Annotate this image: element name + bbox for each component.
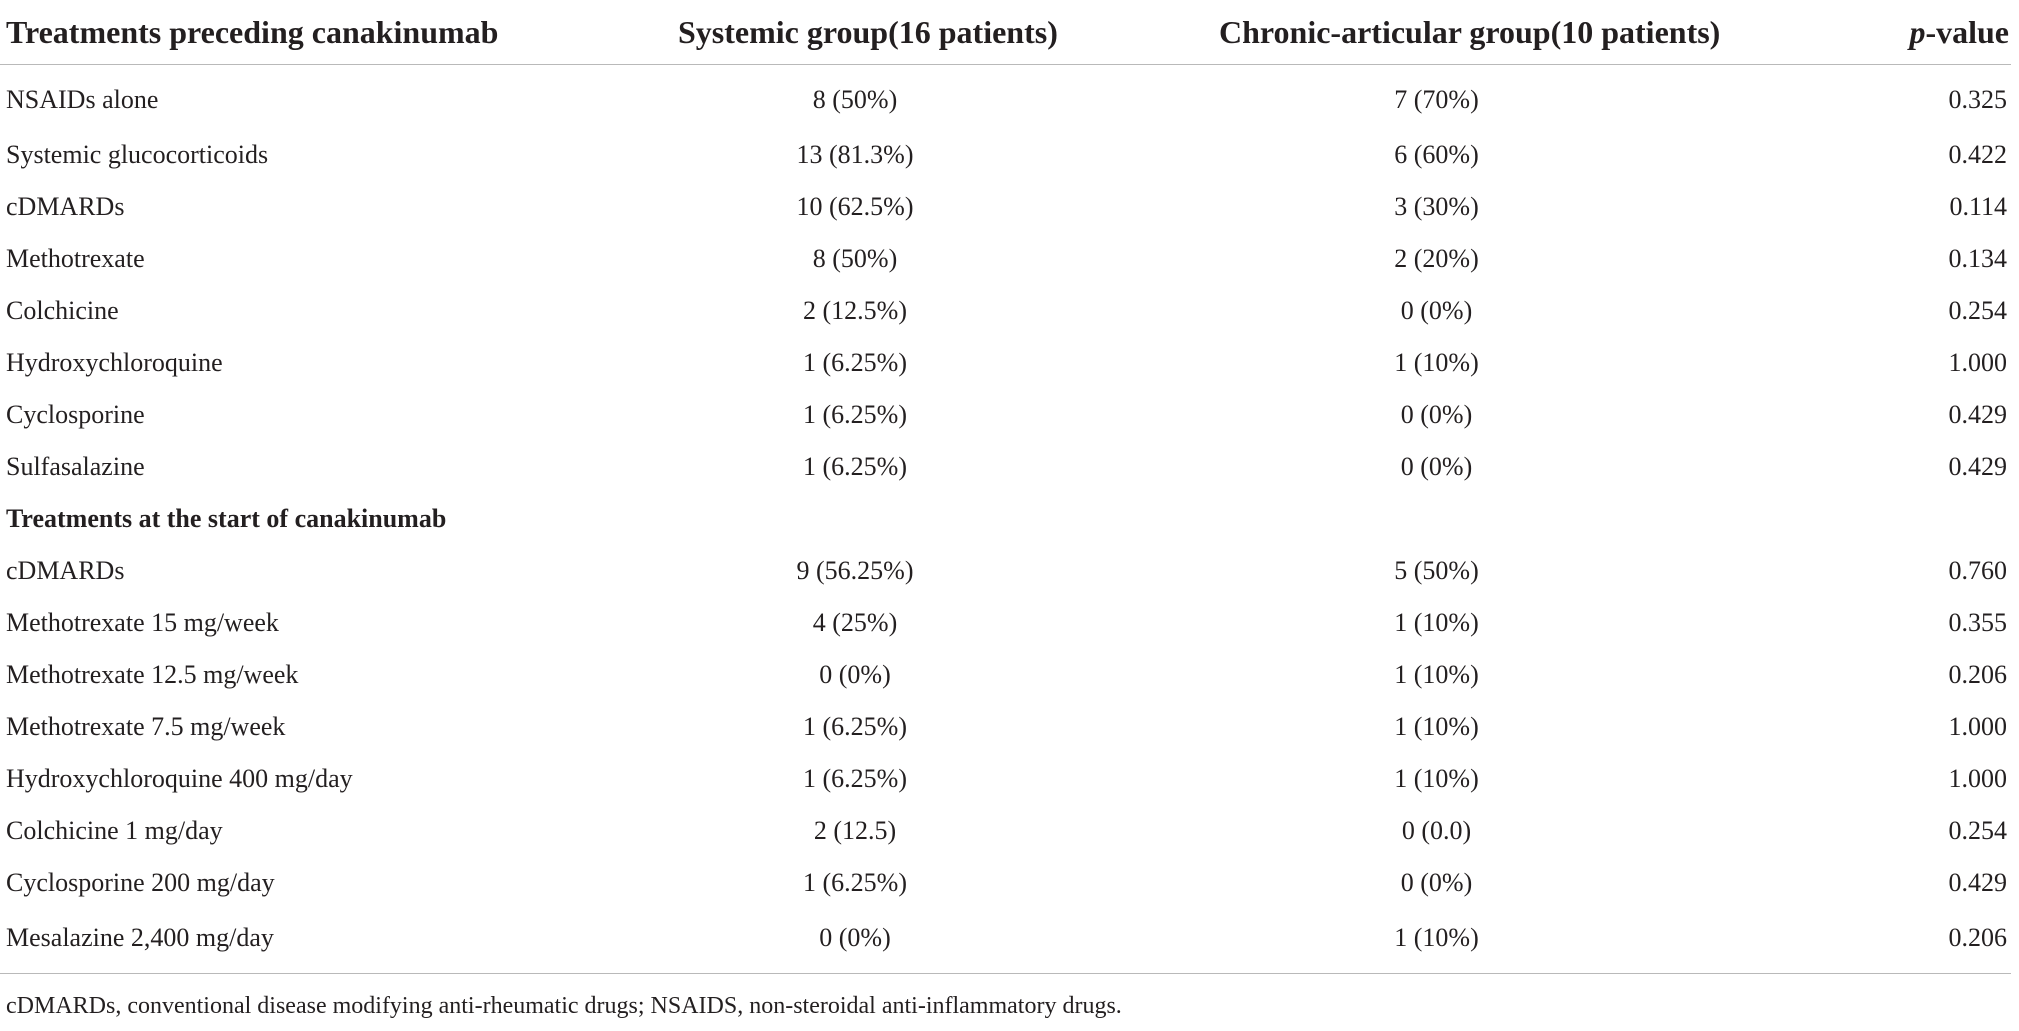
systemic-cell: 10 (62.5%) xyxy=(796,192,914,221)
table-row: Methotrexate 7.5 mg/week 1 (6.25%) 1 (10%)… xyxy=(0,701,2011,753)
treatment-cell: Cyclosporine xyxy=(6,400,145,429)
systemic-cell: 1 (6.25%) xyxy=(803,400,907,429)
treatment-cell: Methotrexate 12.5 mg/week xyxy=(6,660,299,689)
treatments-table: Treatments preceding canakinumab Systemi… xyxy=(0,0,2011,974)
table-row: Methotrexate 15 mg/week 4 (25%) 1 (10%) 0.3… xyxy=(0,597,2011,649)
header-p-value: p-value xyxy=(1823,0,2011,65)
table-row: Cyclosporine 200 mg/day 1 (6.25%) 0 (0%) 0.… xyxy=(0,857,2011,909)
chronic-articular-cell: 5 (50%) xyxy=(1394,556,1479,585)
systemic-cell: 0 (0%) xyxy=(819,660,891,689)
chronic-articular-cell: 3 (30%) xyxy=(1394,192,1479,221)
chronic-articular-cell: 7 (70%) xyxy=(1394,85,1479,114)
p-value-cell: 1.000 xyxy=(1948,348,2008,377)
chronic-articular-cell: 0 (0%) xyxy=(1400,400,1473,429)
chronic-articular-cell: 1 (10%) xyxy=(1394,660,1479,689)
table-row: Mesalazine 2,400 mg/day 0 (0%) 1 (10%) 0.20… xyxy=(0,909,2011,974)
treatment-cell: Hydroxychloroquine 400 mg/day xyxy=(6,764,353,793)
p-value-cell: 0.254 xyxy=(1948,816,2008,845)
chronic-articular-cell: 0 (0%) xyxy=(1400,296,1473,325)
treatment-cell: Systemic glucocorticoids xyxy=(6,140,269,169)
systemic-cell: 1 (6.25%) xyxy=(803,764,907,793)
treatment-cell: Cyclosporine 200 mg/day xyxy=(6,868,275,897)
systemic-cell: 8 (50%) xyxy=(812,85,898,114)
systemic-cell: 9 (56.25%) xyxy=(796,556,914,585)
p-value-cell: 0.429 xyxy=(1948,400,2008,429)
treatment-cell: Hydroxychloroquine xyxy=(6,348,223,377)
systemic-cell: 1 (6.25%) xyxy=(803,348,907,377)
p-value-cell: 1.000 xyxy=(1948,712,2008,741)
chronic-articular-cell: 6 (60%) xyxy=(1394,140,1479,169)
table-row: Methotrexate 12.5 mg/week 0 (0%) 1 (10%) 0.… xyxy=(0,649,2011,701)
treatment-cell: Methotrexate xyxy=(6,244,145,273)
p-value-cell: 0.206 xyxy=(1823,909,2011,974)
p-value-cell: 0.114 xyxy=(1949,192,2007,221)
systemic-cell: 8 (50%) xyxy=(812,244,898,273)
table-row: Sulfasalazine 1 (6.25%) 0 (0%) 0.429 xyxy=(0,441,2011,493)
header-chronic-articular-group: Chronic-articular group(10 patients) xyxy=(1198,0,1823,65)
table-row: Hydroxychloroquine 400 mg/day 1 (6.25%) 1 … xyxy=(0,753,2011,805)
systemic-cell: 1 (6.25%) xyxy=(803,868,907,897)
table-row: Colchicine 2 (12.5%) 0 (0%) 0.254 xyxy=(0,285,2011,337)
chronic-articular-cell: 1 (10%) xyxy=(1394,712,1479,741)
table-body: NSAIDs alone 8 (50%) 7 (70%) 0.325 Systemic … xyxy=(0,65,2011,974)
header-row: Treatments preceding canakinumab Systemi… xyxy=(0,0,2011,65)
table-row: Hydroxychloroquine 1 (6.25%) 1 (10%) 1.000 xyxy=(0,337,2011,389)
p-value-cell: 0.254 xyxy=(1948,296,2008,325)
table-row: cDMARDs 10 (62.5%) 3 (30%) 0.114 xyxy=(0,181,2011,233)
p-value-cell: 0.206 xyxy=(1948,660,2008,689)
header-treatment: Treatments preceding canakinumab xyxy=(0,0,596,65)
treatment-cell: cDMARDs xyxy=(6,192,125,221)
chronic-articular-cell: 1 (10%) xyxy=(1198,909,1823,974)
treatment-cell: NSAIDs alone xyxy=(6,85,159,114)
systemic-cell: 1 (6.25%) xyxy=(803,452,907,481)
table-row: Systemic glucocorticoids 13 (81.3%) 6 (60%… xyxy=(0,129,2011,181)
table-row: cDMARDs 9 (56.25%) 5 (50%) 0.760 xyxy=(0,545,2011,597)
chronic-articular-cell: 0 (0%) xyxy=(1400,452,1473,481)
p-value-cell: 1.000 xyxy=(1948,764,2008,793)
treatment-cell: Methotrexate 7.5 mg/week xyxy=(6,712,286,741)
section-title: Treatments at the start of canakinumab xyxy=(6,504,447,533)
treatment-cell: Mesalazine 2,400 mg/day xyxy=(0,909,596,974)
treatment-cell: Colchicine 1 mg/day xyxy=(6,816,223,845)
table-footnote: cDMARDs, conventional disease modifying … xyxy=(6,993,1122,1019)
chronic-articular-cell: 1 (10%) xyxy=(1394,608,1479,637)
systemic-cell: 0 (0%) xyxy=(596,909,1198,974)
p-value-cell: 0.422 xyxy=(1948,140,2008,169)
header-systemic-group: Systemic group(16 patients) xyxy=(596,0,1198,65)
chronic-articular-cell: 1 (10%) xyxy=(1394,764,1479,793)
chronic-articular-cell: 1 (10%) xyxy=(1394,348,1479,377)
p-value-cell: 0.760 xyxy=(1948,556,2008,585)
chronic-articular-cell: 0 (0%) xyxy=(1400,868,1473,897)
p-value-cell: 0.134 xyxy=(1948,244,2008,273)
table-row: NSAIDs alone 8 (50%) 7 (70%) 0.325 xyxy=(0,65,2011,130)
p-value-cell: 0.355 xyxy=(1948,608,2008,637)
table-row: Colchicine 1 mg/day 2 (12.5) 0 (0.0) 0.254 xyxy=(0,805,2011,857)
treatment-cell: Sulfasalazine xyxy=(6,452,145,481)
p-value-cell: 0.429 xyxy=(1948,452,2008,481)
table-row: Cyclosporine 1 (6.25%) 0 (0%) 0.429 xyxy=(0,389,2011,441)
p-value-cell: 0.429 xyxy=(1948,868,2008,897)
systemic-cell: 2 (12.5) xyxy=(813,816,897,845)
section-row: Treatments at the start of canakinumab xyxy=(0,493,2011,545)
chronic-articular-cell: 2 (20%) xyxy=(1394,244,1479,273)
p-italic: p xyxy=(1909,14,1926,50)
table-header: Treatments preceding canakinumab Systemi… xyxy=(0,0,2011,65)
p-value-cell: 0.325 xyxy=(1948,85,2008,114)
systemic-cell: 1 (6.25%) xyxy=(803,712,907,741)
systemic-cell: 2 (12.5%) xyxy=(803,296,907,325)
treatment-cell: Colchicine xyxy=(6,296,119,325)
chronic-articular-cell: 0 (0.0) xyxy=(1401,816,1472,845)
systemic-cell: 13 (81.3%) xyxy=(796,140,914,169)
table-row: Methotrexate 8 (50%) 2 (20%) 0.134 xyxy=(0,233,2011,285)
treatment-cell: Methotrexate 15 mg/week xyxy=(6,608,279,637)
p-value-suffix: -value xyxy=(1925,14,2009,50)
treatment-cell: cDMARDs xyxy=(6,556,125,585)
systemic-cell: 4 (25%) xyxy=(812,608,898,637)
